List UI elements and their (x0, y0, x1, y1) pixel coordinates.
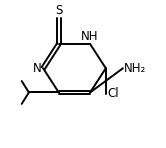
Text: N: N (33, 62, 42, 75)
Text: NH₂: NH₂ (124, 62, 147, 75)
Text: Cl: Cl (107, 87, 119, 100)
Text: S: S (55, 4, 62, 17)
Text: NH: NH (81, 30, 99, 43)
